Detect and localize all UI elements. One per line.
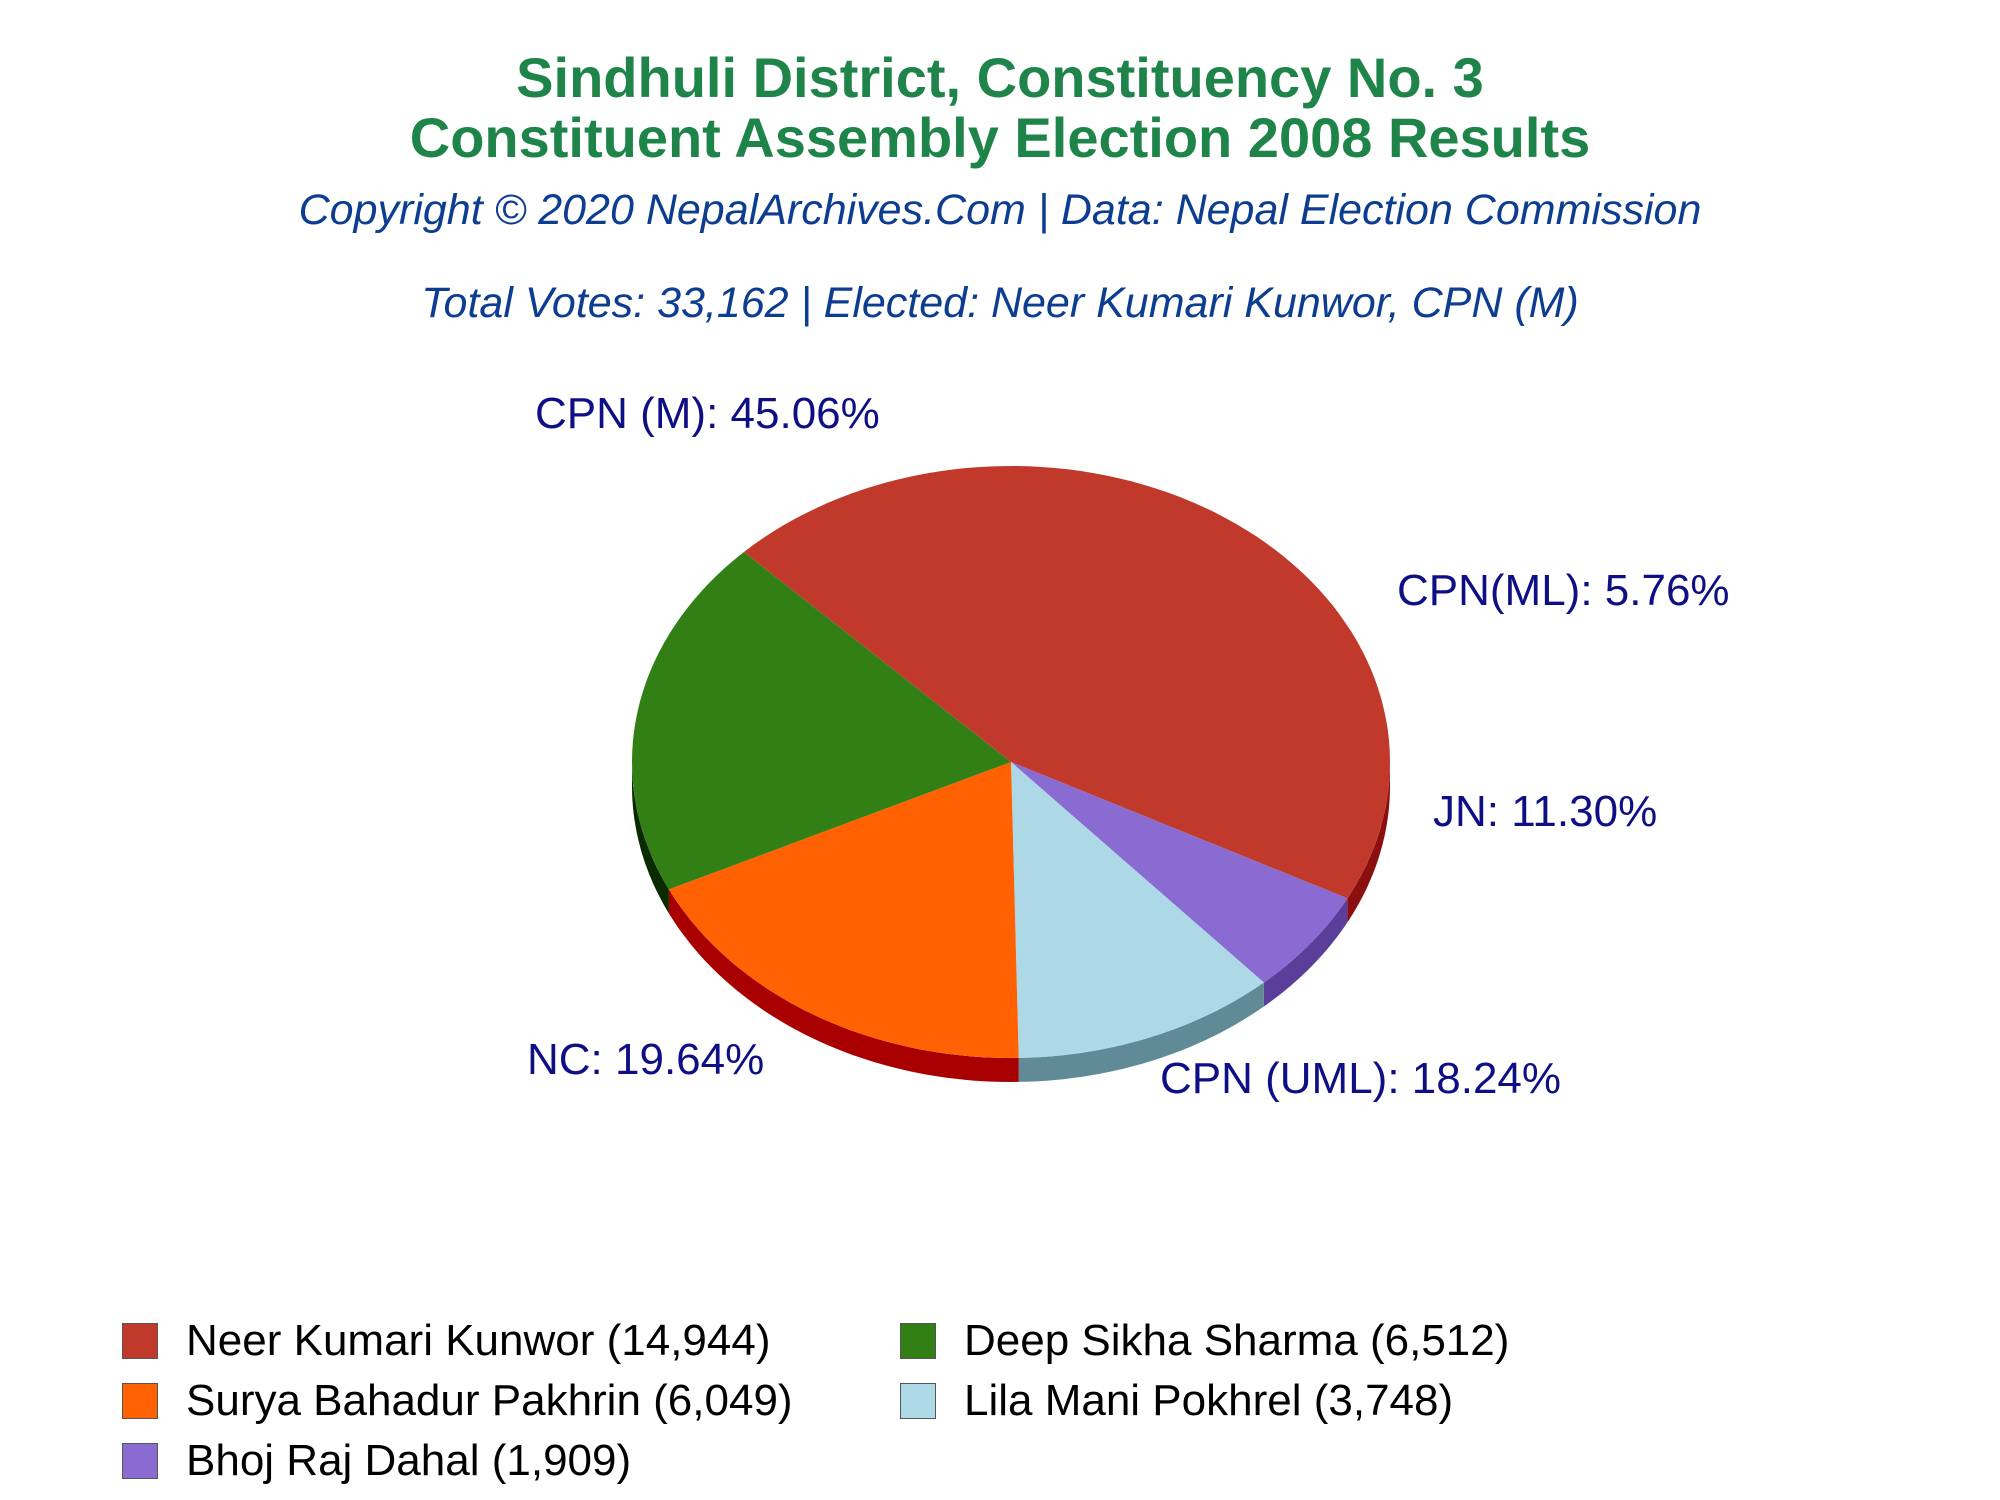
pie-side-2 [1018, 982, 1264, 1082]
legend-swatch [900, 1323, 936, 1359]
pie-label-2: JN: 11.30% [1433, 787, 1657, 836]
pie-slice-2 [1011, 762, 1264, 1058]
legend-swatch [122, 1443, 158, 1479]
pie-slice-0 [743, 466, 1390, 899]
legend-item: Bhoj Raj Dahal (1,909) [122, 1432, 631, 1490]
pie-label-3: CPN (UML): 18.24% [1160, 1054, 1561, 1103]
legend-label: Surya Bahadur Pakhrin (6,049) [186, 1376, 793, 1425]
pie-label-1: CPN(ML): 5.76% [1397, 566, 1730, 615]
pie-label-0: CPN (M): 45.06% [535, 389, 880, 438]
legend-label: Deep Sikha Sharma (6,512) [964, 1316, 1510, 1365]
legend-item: Neer Kumari Kunwor (14,944) [122, 1312, 770, 1370]
legend-swatch [122, 1323, 158, 1359]
pie-slice-1 [1011, 762, 1348, 983]
pie-slice-3 [668, 762, 1019, 1058]
pie-label-4: NC: 19.64% [527, 1035, 764, 1084]
legend-item: Lila Mani Pokhrel (3,748) [900, 1372, 1453, 1430]
chart-title-line2: Constituent Assembly Election 2008 Resul… [409, 106, 1591, 169]
legend-label: Lila Mani Pokhrel (3,748) [964, 1376, 1454, 1425]
pie-side-4 [632, 762, 669, 914]
pie-side-1 [1263, 898, 1348, 1007]
pie-labels: CPN (M): 45.06% CPN(ML): 5.76% JN: 11.30% C… [527, 389, 1730, 1103]
pie-3d-sides [632, 762, 1390, 1082]
pie-side-3 [668, 889, 1019, 1082]
legend-label: Bhoj Raj Dahal (1,909) [186, 1436, 632, 1485]
chart-summary: Total Votes: 33,162 | Elected: Neer Kuma… [421, 279, 1579, 327]
pie-slice-4 [632, 552, 1011, 890]
chart-copyright: Copyright © 2020 NepalArchives.Com | Dat… [298, 186, 1702, 234]
legend-label: Neer Kumari Kunwor (14,944) [186, 1316, 771, 1365]
legend-swatch [122, 1383, 158, 1419]
legend-swatch [900, 1383, 936, 1419]
legend-item: Deep Sikha Sharma (6,512) [900, 1312, 1509, 1370]
chart-title-line1: Sindhuli District, Constituency No. 3 [516, 46, 1484, 109]
legend-item: Surya Bahadur Pakhrin (6,049) [122, 1372, 793, 1430]
pie-side-0 [1347, 762, 1390, 923]
pie-slices [632, 466, 1390, 1058]
